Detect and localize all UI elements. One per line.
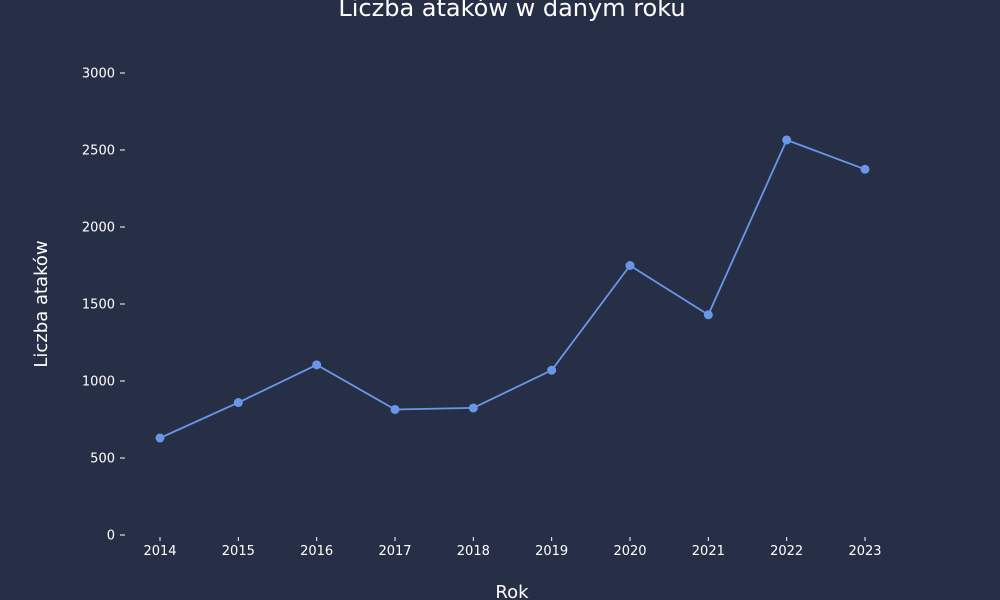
data-point	[468, 403, 478, 413]
data-point	[860, 164, 870, 174]
x-tick-label: 2023	[848, 544, 881, 559]
x-tick-label: 2019	[535, 544, 568, 559]
y-axis: 0 500 1000 1500 2000 2500 3000	[82, 67, 125, 544]
data-point	[155, 433, 165, 443]
x-tick-label: 2016	[300, 544, 333, 559]
x-tick-label: 2021	[692, 544, 725, 559]
data-point	[703, 310, 713, 320]
y-tick-label: 1000	[82, 375, 115, 390]
data-point	[233, 398, 243, 408]
chart-title: Liczba ataków w danym roku	[338, 0, 685, 22]
data-point	[390, 404, 400, 414]
data-point	[547, 365, 557, 375]
y-tick-label: 2000	[82, 221, 115, 236]
x-axis-label: Rok	[495, 582, 529, 600]
x-tick-label: 2020	[613, 544, 646, 559]
y-axis-label: Liczba ataków	[31, 240, 52, 367]
data-point	[782, 135, 792, 145]
data-point	[312, 360, 322, 370]
y-tick-label: 0	[107, 529, 115, 544]
x-axis: 2014 2015 2016 2017 2018 2019 2020 2021 2022 2023	[143, 537, 882, 559]
y-tick-label: 3000	[82, 67, 115, 82]
y-tick-label: 1500	[82, 298, 115, 313]
x-tick-label: 2017	[378, 544, 411, 559]
y-tick-label: 500	[90, 452, 115, 467]
data-point	[625, 261, 635, 270]
y-tick-label: 2500	[82, 144, 115, 159]
x-tick-label: 2014	[143, 544, 176, 559]
x-tick-label: 2015	[222, 544, 255, 559]
series-line	[159, 139, 866, 439]
x-tick-label: 2022	[770, 544, 803, 559]
series-layer	[155, 135, 870, 443]
x-tick-label: 2018	[457, 544, 490, 559]
